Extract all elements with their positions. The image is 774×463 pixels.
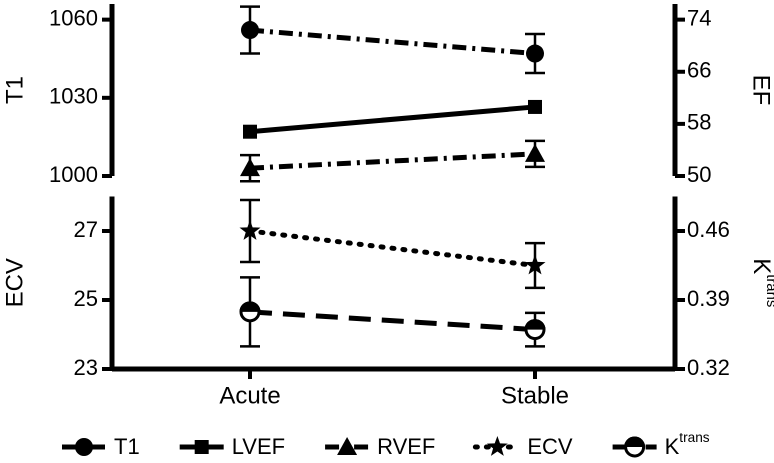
y2-axis-label: Ktrans	[748, 258, 774, 307]
y-axis-label: T1	[1, 76, 28, 104]
y-axis-label: ECV	[1, 258, 28, 307]
marker	[526, 44, 544, 63]
series	[239, 198, 546, 290]
marker-top	[624, 436, 646, 447]
series-line	[249, 104, 536, 135]
y2-tick-label: 0.39	[687, 286, 730, 311]
y-tick-label: 27	[74, 217, 98, 242]
series-line	[249, 27, 536, 57]
legend-label: LVEF	[232, 434, 285, 459]
series	[239, 276, 546, 348]
legend-label: RVEF	[377, 434, 435, 459]
x-tick-label: Stable	[501, 382, 569, 409]
marker	[524, 319, 546, 341]
legend-label: T1	[114, 434, 140, 459]
series-line	[249, 151, 536, 171]
legend-marker	[624, 436, 646, 458]
legend-marker	[75, 438, 93, 456]
y-tick-label: 1030	[49, 84, 98, 109]
y-tick-label: 1060	[49, 5, 98, 30]
y2-axis-label: EF	[748, 75, 774, 106]
marker	[239, 220, 261, 240]
marker	[528, 99, 542, 114]
marker	[240, 158, 260, 177]
legend-item: LVEF	[179, 434, 285, 459]
legend-item: Ktrans	[612, 430, 710, 459]
marker	[243, 124, 257, 139]
marker	[241, 21, 259, 40]
series	[240, 139, 545, 183]
legend-label: ECV	[527, 434, 573, 459]
marker	[239, 301, 261, 323]
series	[243, 99, 542, 139]
series	[240, 5, 545, 75]
y2-tick-label: 74	[687, 5, 711, 30]
marker	[525, 143, 545, 162]
y2-tick-label: 58	[687, 110, 711, 135]
y-tick-label: 1000	[49, 162, 98, 187]
legend-marker	[337, 437, 358, 455]
series-line	[247, 228, 538, 268]
legend-label-sup: trans	[679, 430, 709, 445]
y2-tick-label: 0.32	[687, 355, 730, 380]
y-tick-label: 25	[74, 286, 98, 311]
series-line	[249, 309, 536, 333]
legend-label: Ktrans	[665, 430, 710, 459]
y2-tick-label: 0.46	[687, 217, 730, 242]
y2-tick-label: 50	[687, 162, 711, 187]
legend-item: ECV	[472, 434, 573, 459]
legend-item: T1	[62, 434, 140, 459]
y2-axis-label-sup: trans	[763, 274, 774, 307]
marker-top	[524, 319, 546, 330]
y2-tick-label: 66	[687, 58, 711, 83]
marker-top	[239, 301, 261, 312]
marker	[524, 254, 546, 275]
y2-axis-label-base: K	[748, 258, 774, 274]
legend-marker	[486, 436, 508, 456]
x-tick-label: Acute	[219, 382, 280, 409]
legend-marker	[194, 440, 209, 454]
y-tick-label: 23	[74, 355, 98, 380]
legend-label-base: K	[665, 434, 680, 459]
legend-item: RVEF	[325, 434, 435, 459]
